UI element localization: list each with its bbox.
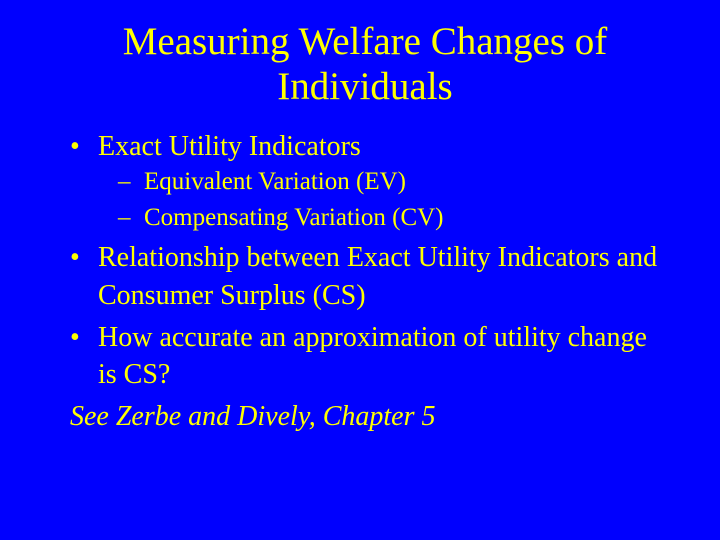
slide-content: Exact Utility Indicators Equivalent Vari… bbox=[60, 128, 670, 436]
sub-bullet-item: Equivalent Variation (EV) bbox=[118, 165, 670, 199]
bullet-item: Exact Utility Indicators Equivalent Vari… bbox=[70, 128, 670, 235]
sub-bullet-text: Equivalent Variation (EV) bbox=[144, 168, 406, 195]
slide-container: Measuring Welfare Changes of Individuals… bbox=[0, 0, 720, 540]
bullet-text: How accurate an approximation of utility… bbox=[98, 322, 647, 391]
sub-bullet-item: Compensating Variation (CV) bbox=[118, 201, 670, 235]
bullet-text: Exact Utility Indicators bbox=[98, 131, 361, 162]
bullet-item: Relationship between Exact Utility Indic… bbox=[70, 239, 670, 315]
bullet-text: Relationship between Exact Utility Indic… bbox=[98, 242, 657, 311]
bullet-list: Exact Utility Indicators Equivalent Vari… bbox=[60, 128, 670, 394]
slide-title: Measuring Welfare Changes of Individuals bbox=[60, 20, 670, 110]
reference-text: See Zerbe and Dively, Chapter 5 bbox=[60, 398, 670, 436]
bullet-item: How accurate an approximation of utility… bbox=[70, 319, 670, 395]
sub-bullet-text: Compensating Variation (CV) bbox=[144, 204, 444, 231]
sub-bullet-list: Equivalent Variation (EV) Compensating V… bbox=[98, 165, 670, 235]
